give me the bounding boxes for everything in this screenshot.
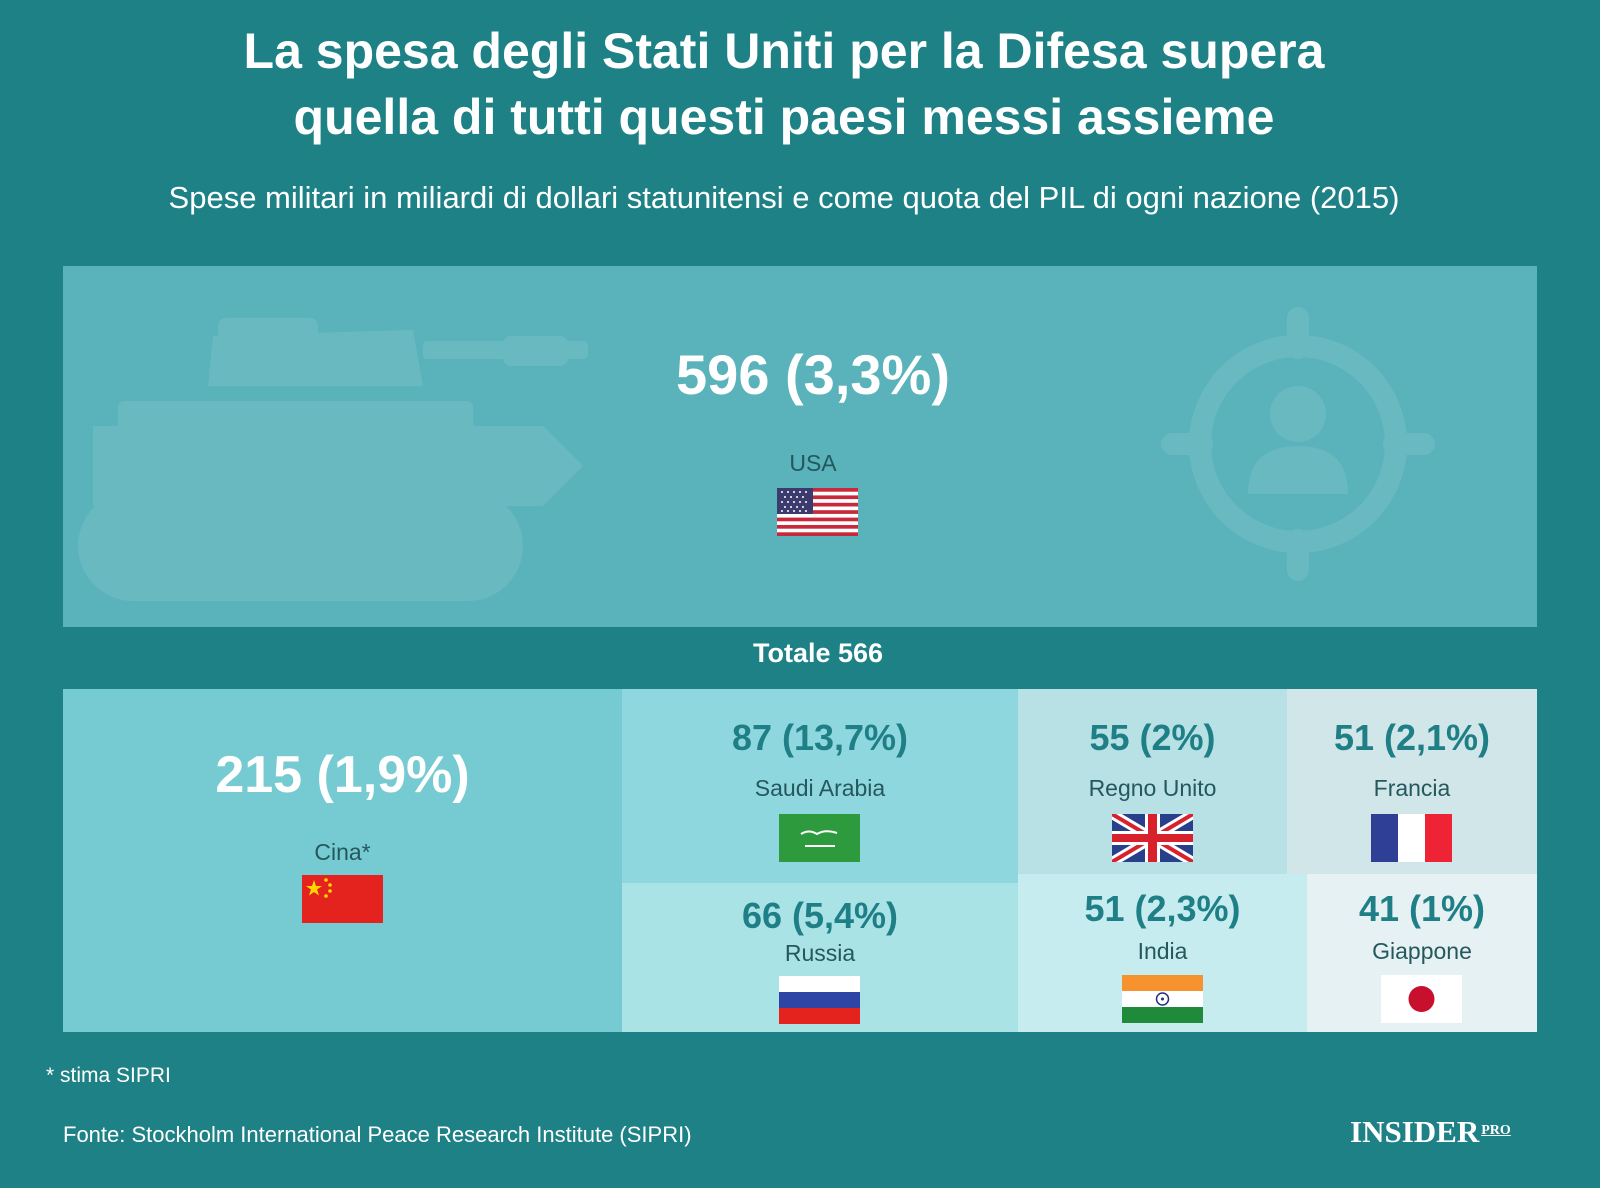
cell-name: Saudi Arabia bbox=[754, 775, 886, 801]
cell-name: Russia bbox=[784, 940, 856, 966]
cell-value: 215 (1,9%) bbox=[215, 746, 470, 804]
title-line-2: quella di tutti questi paesi messi assie… bbox=[293, 89, 1275, 145]
footnote: * stima SIPRI bbox=[46, 1064, 171, 1087]
usa-box: 596 (3,3%) USA bbox=[63, 266, 1537, 627]
usa-value: 596 (3,3%) bbox=[676, 343, 950, 406]
treemap: 215 (1,9%) Cina* 87 (13,7%) Saudi Arabia… bbox=[63, 689, 1537, 1032]
fr-flag-icon bbox=[1371, 814, 1452, 862]
cell-value: 51 (2,3%) bbox=[1084, 888, 1241, 929]
cell-cina: 215 (1,9%) Cina* bbox=[63, 689, 622, 1032]
total-label: Totale 566 bbox=[752, 638, 884, 668]
sa-flag-icon bbox=[779, 814, 860, 862]
cell-value: 87 (13,7%) bbox=[731, 717, 909, 758]
chart-title: La spesa degli Stati Uniti per la Difesa… bbox=[0, 18, 1568, 150]
target-person-icon bbox=[1161, 307, 1435, 581]
tank-icon bbox=[78, 318, 588, 601]
cell-name: India bbox=[1137, 938, 1188, 964]
cell-name: Francia bbox=[1373, 775, 1451, 801]
insider-pro-logo: INSIDER PRO bbox=[1350, 1114, 1511, 1150]
cell-name: Giappone bbox=[1372, 938, 1472, 964]
cell-regno-unito: 55 (2%) Regno Unito bbox=[1018, 689, 1287, 874]
cell-saudi-arabia: 87 (13,7%) Saudi Arabia bbox=[622, 689, 1018, 883]
cell-value: 66 (5,4%) bbox=[741, 895, 899, 936]
uk-flag-icon bbox=[1111, 814, 1193, 862]
cell-india: 51 (2,3%) India bbox=[1018, 874, 1307, 1032]
in-flag-icon bbox=[1121, 975, 1203, 1023]
usa-name: USA bbox=[789, 450, 837, 476]
logo-sub: PRO bbox=[1481, 1123, 1511, 1138]
title-line-1: La spesa degli Stati Uniti per la Difesa… bbox=[243, 23, 1325, 79]
cell-russia: 66 (5,4%) Russia bbox=[622, 883, 1018, 1032]
chart-subtitle: Spese militari in miliardi di dollari st… bbox=[168, 180, 1400, 215]
cell-value: 55 (2%) bbox=[1089, 717, 1216, 758]
cell-name: Regno Unito bbox=[1088, 775, 1217, 801]
cn-flag-icon bbox=[301, 875, 383, 923]
cell-francia: 51 (2,1%) Francia bbox=[1287, 689, 1537, 874]
logo-main: INSIDER bbox=[1350, 1114, 1480, 1149]
background-illustration bbox=[78, 307, 1435, 601]
source: Fonte: Stockholm International Peace Res… bbox=[63, 1122, 692, 1147]
cell-name: Cina* bbox=[314, 839, 371, 865]
us-flag-icon bbox=[777, 488, 858, 536]
cell-value: 51 (2,1%) bbox=[1333, 717, 1491, 758]
cell-value: 41 (1%) bbox=[1358, 888, 1486, 929]
cell-giappone: 41 (1%) Giappone bbox=[1307, 874, 1537, 1032]
ru-flag-icon bbox=[779, 976, 860, 1024]
jp-flag-icon bbox=[1381, 975, 1462, 1023]
